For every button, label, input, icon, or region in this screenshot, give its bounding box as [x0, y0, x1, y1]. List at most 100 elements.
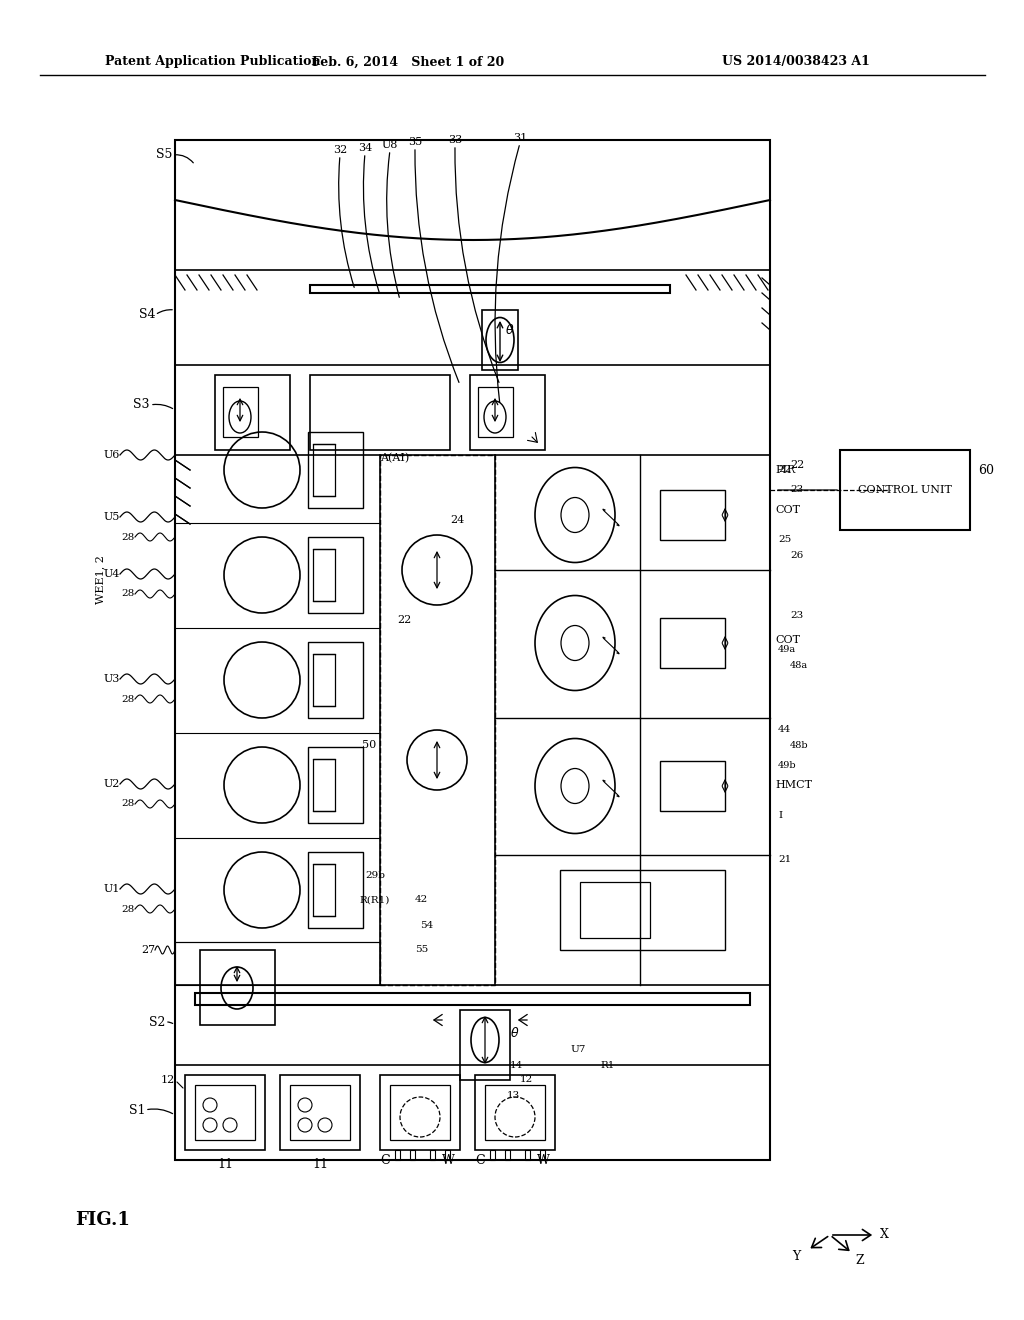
Bar — [200, 950, 275, 1026]
Bar — [290, 1085, 350, 1140]
Text: 26: 26 — [790, 550, 803, 560]
Bar — [195, 1085, 255, 1140]
Bar — [482, 310, 518, 370]
Bar — [308, 851, 362, 928]
Bar — [313, 444, 335, 496]
Text: Feb. 6, 2014   Sheet 1 of 20: Feb. 6, 2014 Sheet 1 of 20 — [312, 55, 504, 69]
Bar — [308, 642, 362, 718]
Text: U5: U5 — [103, 512, 120, 521]
Bar — [490, 1150, 495, 1160]
Bar — [380, 455, 495, 985]
Bar — [478, 387, 513, 437]
Text: I: I — [778, 810, 782, 820]
Bar — [505, 1150, 510, 1160]
Bar — [525, 1150, 530, 1160]
Text: W: W — [442, 1154, 455, 1167]
Bar — [175, 942, 380, 985]
Text: 49a: 49a — [778, 645, 796, 655]
Text: $\theta$: $\theta$ — [510, 1026, 519, 1040]
Text: COT: COT — [775, 506, 800, 515]
Bar — [313, 865, 335, 916]
Text: C: C — [475, 1154, 484, 1167]
Text: COT: COT — [775, 635, 800, 645]
Text: 22: 22 — [397, 615, 412, 624]
Text: 28: 28 — [122, 590, 135, 598]
Text: HMCT: HMCT — [775, 780, 812, 789]
Text: Patent Application Publication: Patent Application Publication — [105, 55, 321, 69]
Text: 54: 54 — [420, 920, 433, 929]
Text: U8: U8 — [382, 140, 398, 150]
Text: 50: 50 — [362, 741, 376, 750]
Bar — [175, 140, 770, 1160]
Text: Y: Y — [792, 1250, 800, 1263]
Text: 28: 28 — [122, 904, 135, 913]
Text: CONTROL UNIT: CONTROL UNIT — [858, 484, 952, 495]
Text: 11: 11 — [217, 1159, 233, 1172]
Bar — [313, 653, 335, 706]
Bar — [395, 1150, 400, 1160]
Bar — [560, 870, 725, 950]
Bar — [308, 432, 362, 508]
Text: 55: 55 — [415, 945, 428, 954]
Bar — [410, 1150, 415, 1160]
Bar — [380, 1074, 460, 1150]
Bar — [390, 1085, 450, 1140]
Text: S5: S5 — [156, 149, 172, 161]
Text: FIG.1: FIG.1 — [75, 1210, 130, 1229]
Text: 27: 27 — [141, 945, 155, 954]
Bar — [660, 490, 725, 540]
Text: U2: U2 — [103, 779, 120, 789]
Text: 28: 28 — [122, 532, 135, 541]
Text: 48b: 48b — [790, 741, 809, 750]
Bar — [475, 1074, 555, 1150]
Text: 32: 32 — [333, 145, 347, 154]
Text: S2: S2 — [148, 1015, 165, 1028]
Text: 21: 21 — [778, 855, 792, 865]
Text: WEE1, 2: WEE1, 2 — [95, 556, 105, 605]
Bar — [195, 993, 750, 1005]
Text: 12: 12 — [520, 1076, 534, 1085]
Text: 25: 25 — [778, 536, 792, 544]
Bar — [308, 537, 362, 612]
Text: 60: 60 — [978, 463, 994, 477]
Text: 22: 22 — [778, 466, 792, 474]
Text: X: X — [880, 1229, 889, 1242]
Bar — [660, 618, 725, 668]
Bar — [540, 1150, 545, 1160]
Text: R1: R1 — [600, 1060, 614, 1069]
Bar — [580, 882, 650, 939]
Bar — [223, 387, 258, 437]
Text: 44: 44 — [778, 726, 792, 734]
Text: S3: S3 — [133, 399, 150, 412]
Text: $\theta$: $\theta$ — [505, 323, 514, 337]
Bar — [313, 759, 335, 810]
Text: 22: 22 — [790, 459, 804, 470]
Text: 31: 31 — [513, 133, 527, 143]
Bar — [445, 1150, 450, 1160]
Text: PIR: PIR — [775, 465, 796, 475]
Bar — [460, 1010, 510, 1080]
Bar — [215, 375, 290, 450]
Text: 35: 35 — [408, 137, 422, 147]
Text: S4: S4 — [138, 309, 155, 322]
Text: 24: 24 — [450, 515, 464, 525]
Text: 42: 42 — [415, 895, 428, 904]
Text: 33: 33 — [447, 135, 462, 145]
Text: Z: Z — [855, 1254, 863, 1266]
Text: 11: 11 — [312, 1159, 328, 1172]
Text: 28: 28 — [122, 694, 135, 704]
Bar — [185, 1074, 265, 1150]
Bar — [660, 762, 725, 810]
Bar — [280, 1074, 360, 1150]
Text: 12: 12 — [161, 1074, 175, 1085]
Bar — [840, 450, 970, 531]
Bar — [308, 747, 362, 822]
Bar — [470, 375, 545, 450]
Text: U6: U6 — [103, 450, 120, 459]
Text: U1: U1 — [103, 884, 120, 894]
Text: 23: 23 — [790, 486, 803, 495]
Text: 14: 14 — [510, 1060, 523, 1069]
Bar — [310, 285, 670, 293]
Text: A(AI): A(AI) — [380, 453, 410, 463]
Text: 28: 28 — [122, 800, 135, 808]
